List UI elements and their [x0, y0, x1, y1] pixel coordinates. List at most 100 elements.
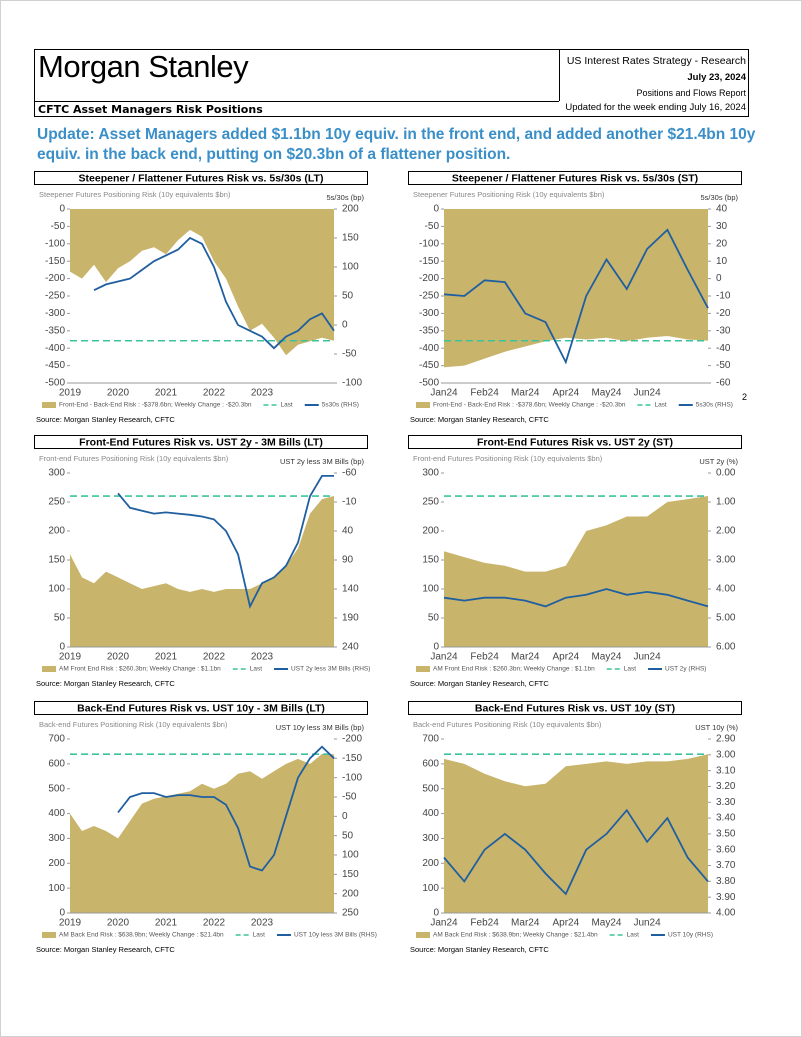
y2-tick-label: 0.00 — [716, 468, 736, 479]
x-tick-label: 2023 — [251, 918, 274, 929]
y-tick-label: -100 — [419, 238, 439, 249]
chart: Steepener / Flattener Futures Risk vs. 5… — [34, 171, 368, 424]
line-series — [443, 228, 709, 365]
y2-tick-label: 3.30 — [716, 797, 736, 808]
y-tick-label: 0 — [433, 204, 439, 215]
legend-label: UST 2y (RHS) — [665, 666, 706, 673]
x-tick-label: May24 — [591, 388, 621, 399]
y2-axis-label: UST 2y (%) — [699, 457, 738, 466]
chart-title: Steepener / Flattener Futures Risk vs. 5… — [452, 172, 698, 184]
chart: Back-End Futures Risk vs. UST 10y - 3M B… — [34, 701, 377, 954]
area-series — [444, 496, 708, 647]
x-tick-label: Jan24 — [430, 918, 458, 929]
y2-axis-label: 5s/30s (bp) — [326, 193, 364, 202]
chart-source: Source: Morgan Stanley Research, CFTC — [410, 679, 549, 688]
legend-label: UST 10y (RHS) — [668, 932, 713, 939]
x-tick-label: Mar24 — [511, 388, 540, 399]
y2-tick-label: 4.00 — [716, 908, 736, 919]
area-series — [70, 209, 334, 356]
legend-label: AM Back End Risk : $638.9bn; Weekly Chan… — [59, 932, 224, 939]
legend-label: Last — [280, 402, 292, 409]
y2-tick-label: 3.70 — [716, 860, 736, 871]
y-tick-label: -150 — [419, 256, 439, 267]
y-tick-label: 150 — [422, 555, 439, 566]
y2-tick-label: 200 — [342, 204, 359, 215]
y2-tick-label: 3.20 — [716, 781, 736, 792]
y2-tick-label: -60 — [716, 378, 731, 389]
header-divider — [559, 49, 560, 101]
y2-tick-label: 3.10 — [716, 765, 736, 776]
legend-label: AM Front End Risk : $260.3bn; Weekly Cha… — [59, 666, 221, 673]
y2-tick-label: 2.90 — [716, 734, 736, 745]
y2-tick-label: 40 — [716, 204, 728, 215]
y-tick-label: -450 — [419, 360, 439, 371]
x-tick-label: 2021 — [155, 388, 178, 399]
y-tick-label: -350 — [419, 325, 439, 336]
x-tick-label: 2022 — [203, 652, 226, 663]
y2-tick-label: 90 — [342, 555, 354, 566]
y-tick-label: -300 — [45, 308, 65, 319]
y-tick-label: 700 — [48, 734, 65, 745]
chart-source: Source: Morgan Stanley Research, CFTC — [410, 415, 549, 424]
y2-tick-label: 150 — [342, 233, 359, 244]
y-tick-label: -450 — [45, 360, 65, 371]
y2-tick-label: 0 — [342, 811, 348, 822]
y2-tick-label: 20 — [716, 238, 728, 249]
x-tick-label: Feb24 — [470, 388, 499, 399]
x-tick-label: Jan24 — [430, 388, 458, 399]
chart-subtitle: Back-end Futures Positioning Risk (10y e… — [39, 720, 228, 729]
y-tick-label: 600 — [422, 758, 439, 769]
y2-tick-label: 200 — [342, 888, 359, 899]
y-tick-label: 100 — [48, 584, 65, 595]
report-name: Positions and Flows Report — [636, 88, 746, 98]
y2-tick-label: 3.60 — [716, 844, 736, 855]
legend-swatch — [416, 666, 430, 672]
chart: Steepener / Flattener Futures Risk vs. 5… — [408, 171, 742, 424]
line-series — [93, 236, 335, 350]
y2-tick-label: -200 — [342, 734, 362, 745]
x-tick-label: 2021 — [155, 652, 178, 663]
y-tick-label: 200 — [48, 526, 65, 537]
legend-swatch — [42, 932, 56, 938]
y-tick-label: 300 — [422, 833, 439, 844]
chart-subtitle: Front-end Futures Positioning Risk (10y … — [39, 454, 229, 463]
x-tick-label: Apr24 — [553, 918, 580, 929]
y2-tick-label: 1.00 — [716, 497, 736, 508]
area-series — [70, 496, 334, 647]
y-tick-label: -250 — [419, 291, 439, 302]
y-tick-label: -200 — [45, 273, 65, 284]
y2-tick-label: 40 — [342, 526, 354, 537]
y2-axis-label: 5s/30s (bp) — [700, 193, 738, 202]
y-tick-label: 600 — [48, 758, 65, 769]
x-tick-label: Apr24 — [553, 652, 580, 663]
line-series — [443, 588, 709, 608]
y-tick-label: 500 — [422, 783, 439, 794]
y-tick-label: 100 — [422, 883, 439, 894]
x-tick-label: 2019 — [59, 652, 82, 663]
y2-tick-label: -30 — [716, 325, 731, 336]
y2-tick-label: -20 — [716, 308, 731, 319]
y2-tick-label: 3.00 — [716, 749, 736, 760]
y2-tick-label: -100 — [342, 772, 362, 783]
y2-tick-label: -150 — [342, 753, 362, 764]
y-tick-label: 200 — [422, 858, 439, 869]
x-tick-label: Jun24 — [633, 388, 661, 399]
y-tick-label: -500 — [419, 378, 439, 389]
legend-label: Last — [253, 932, 265, 939]
x-tick-label: Mar24 — [511, 652, 540, 663]
header-rule — [34, 101, 559, 102]
y-tick-label: 100 — [48, 883, 65, 894]
y-tick-label: -400 — [45, 343, 65, 354]
brand: Morgan Stanley — [38, 49, 249, 84]
legend-label: AM Front End Risk : $260.3bn; Weekly Cha… — [433, 666, 595, 673]
legend-label: Last — [250, 666, 262, 673]
x-tick-label: 2019 — [59, 388, 82, 399]
x-tick-label: Jan24 — [430, 652, 458, 663]
legend-label: Front-End - Back-End Risk : -$378.6bn; W… — [433, 402, 626, 409]
chart-subtitle: Front-end Futures Positioning Risk (10y … — [413, 454, 603, 463]
y2-tick-label: 190 — [342, 613, 359, 624]
x-tick-label: May24 — [591, 652, 621, 663]
legend-label: Last — [654, 402, 666, 409]
y-tick-label: -100 — [45, 238, 65, 249]
chart: Front-End Futures Risk vs. UST 2y - 3M B… — [34, 435, 370, 688]
